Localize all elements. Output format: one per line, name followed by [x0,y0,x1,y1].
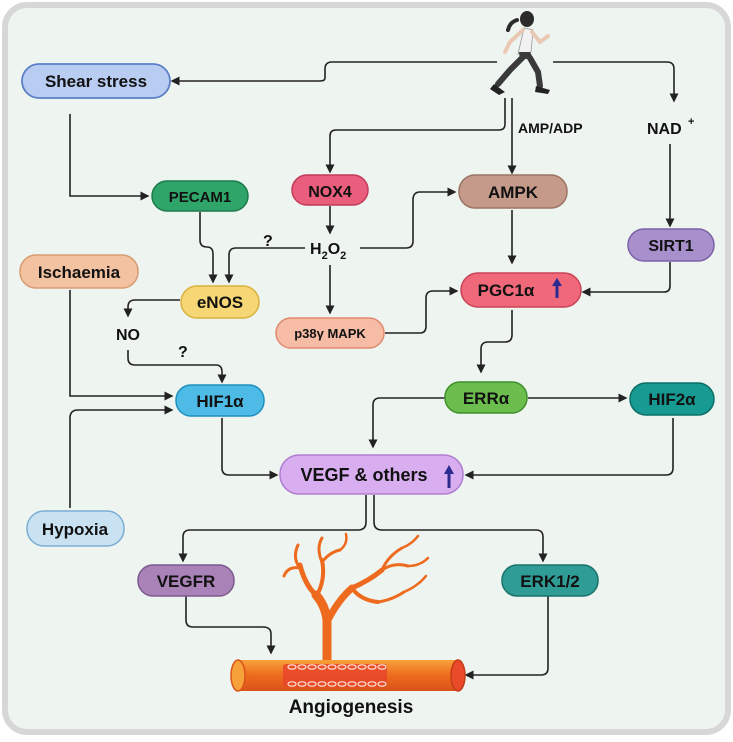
node-erk12: ERK1/2 [501,564,599,597]
h2o2-o: O [328,241,340,258]
question-mark-enos: ? [263,233,273,250]
vegf-label: VEGF & others [300,465,427,485]
question-mark-hif1a: ? [178,344,188,361]
arrow-vegf-vegfr [178,495,367,563]
hypoxia-label: Hypoxia [42,520,109,539]
h2o2-label: H2O2 [310,241,346,262]
arrow-erra-vegf [368,397,445,449]
arrow-sirt1-pgc1a [581,262,671,297]
nad-superscript: + [688,116,694,128]
node-ischaemia: Ischaemia [19,254,139,289]
enos-label: eNOS [197,293,243,312]
up-arrow-icon [444,465,454,488]
h2o2-h: H [310,241,322,258]
pgc1a-label: PGC1α [478,281,535,300]
nad-text: NAD [647,121,682,138]
vegfr-label: VEGFR [157,572,216,591]
arrow-runner-nad [553,61,679,103]
arrow-h2o2-enos [224,247,305,284]
arrow-pecam1-enos [199,212,218,284]
arrow-hif2a-vegf [464,418,674,480]
node-shear-stress: Shear stress [21,63,171,99]
node-sirt1: SIRT1 [627,228,715,262]
arrow-shear-pecam1 [69,114,150,201]
runner-icon [490,11,550,95]
arrow-erk-vessel [464,596,549,680]
h2o2-sub-1: 2 [322,250,328,262]
arrow-hif1a-vegf [221,418,279,480]
arrow-enos-no [123,299,180,318]
node-pecam1: PECAM1 [151,180,249,212]
h2o2-sub-2: 2 [340,250,346,262]
node-hypoxia: Hypoxia [26,510,125,547]
arrow-hypoxia-hif1a [69,405,174,508]
nox4-label: NOX4 [308,184,352,201]
erk12-label: ERK1/2 [520,572,580,591]
arrow-runner-nox4 [325,98,506,174]
node-pgc1a: PGC1α [460,272,582,308]
p38-label: p38γ MAPK [294,326,366,341]
amp-adp-label: AMP/ADP [518,120,583,136]
blood-vessel-icon [230,532,466,692]
hif2a-label: HIF2α [648,390,696,409]
node-hif2a: HIF2α [629,382,715,416]
connectors [69,61,679,680]
node-ampk: AMPK [458,174,568,209]
arrow-ischaemia-hif1a [69,290,174,401]
shear-stress-label: Shear stress [45,72,147,91]
arrow-no-hif1a [127,350,227,384]
no-label: NO [116,327,140,344]
angiogenesis-label: Angiogenesis [289,697,414,718]
node-erra: ERRα [444,381,528,414]
arrow-vegf-erk [373,495,548,563]
ischaemia-label: Ischaemia [38,263,121,282]
arrow-p38-pgc1a [385,286,459,334]
erra-label: ERRα [463,389,510,408]
node-vegf: VEGF & others [279,454,464,495]
arrow-runner-shear [170,61,497,86]
arrow-pgc1a-erra [476,310,513,374]
nad-label: NAD + [647,116,694,138]
sirt1-label: SIRT1 [648,238,693,255]
svg-text:H2O2: H2O2 [310,241,346,262]
up-arrow-icon [552,278,562,298]
pecam1-label: PECAM1 [169,189,232,206]
node-vegfr: VEGFR [137,564,235,597]
node-enos: eNOS [180,285,260,319]
arrow-vegfr-vessel [185,596,276,655]
ampk-label: AMPK [488,183,539,202]
hif1a-label: HIF1α [196,392,244,411]
node-p38-mapk: p38γ MAPK [275,317,385,349]
node-nox4: NOX4 [291,174,369,206]
node-hif1a: HIF1α [175,384,265,417]
arrow-h2o2-ampk [360,187,457,249]
